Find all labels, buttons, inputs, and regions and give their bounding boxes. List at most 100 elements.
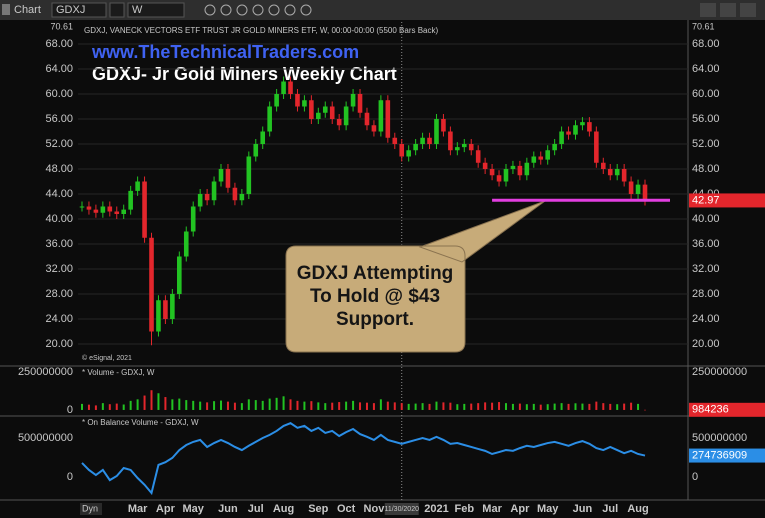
y-tick-label: 48.00: [45, 163, 73, 175]
window-button[interactable]: [700, 3, 716, 17]
volume-bar: [178, 398, 181, 410]
volume-bar: [372, 403, 375, 410]
y-tick-label: 250000000: [18, 366, 73, 378]
symbol[interactable]: GDXJ: [56, 4, 85, 16]
y-tick-label: 44.00: [45, 188, 73, 200]
candle-body: [475, 150, 481, 163]
volume-bar: [623, 403, 626, 410]
volume-bar: [567, 403, 570, 410]
y-tick-label-right: 48.00: [692, 163, 720, 175]
last-volume-tag: [689, 402, 765, 417]
interval-box[interactable]: [127, 2, 185, 18]
volume-bar: [143, 395, 146, 410]
x-tick-label: May: [537, 503, 559, 515]
settings-button[interactable]: [109, 2, 125, 18]
candle-body: [566, 131, 571, 135]
candle-body: [468, 144, 474, 151]
candle-body: [190, 206, 196, 232]
window-button[interactable]: [720, 3, 736, 17]
volume-bar: [560, 403, 563, 410]
chart-subtitle: www.TheTechnicalTraders.com: [91, 42, 359, 62]
app-name: Chart: [14, 4, 41, 16]
tool-icon[interactable]: [236, 4, 248, 16]
y-tick-label: 20.00: [45, 338, 73, 350]
tool-icon[interactable]: [284, 4, 296, 16]
y-tick-label-right: 64.00: [692, 63, 720, 75]
volume-bar: [81, 403, 83, 410]
candle-body: [246, 156, 252, 194]
candle-body: [156, 300, 161, 332]
obv-line: [81, 422, 646, 496]
volume-bar: [504, 403, 507, 410]
candle-body: [642, 184, 648, 201]
candle-body: [635, 184, 641, 194]
y-tick-label: 68.00: [45, 38, 73, 50]
volume-bar: [303, 401, 306, 410]
y-tick-label-right: 250000000: [692, 366, 747, 378]
credit: © eSignal, 2021: [82, 354, 132, 362]
x-tick-label: Aug: [627, 503, 648, 515]
x-tick-label: 11/30/2020: [384, 506, 419, 513]
candle-body: [343, 106, 349, 126]
tool-icon[interactable]: [220, 4, 232, 16]
tool-icon[interactable]: [204, 4, 216, 16]
volume-bar: [616, 404, 619, 410]
candle-body: [461, 144, 467, 148]
y-tick-label: 64.00: [45, 63, 73, 75]
candle-body: [392, 137, 398, 144]
volume-bar: [414, 403, 417, 410]
volume-bar: [261, 400, 264, 410]
window-button[interactable]: [740, 3, 756, 17]
chart-title: GDXJ- Jr Gold Miners Weekly Chart: [92, 64, 397, 84]
y-tick-label: 60.00: [45, 88, 73, 100]
volume-bar: [532, 403, 535, 410]
callout-box: [285, 200, 546, 353]
volume-bar: [108, 404, 111, 410]
candle-body: [170, 294, 175, 319]
volume-bar: [449, 402, 452, 410]
y-tick-label-right: 24.00: [692, 313, 720, 325]
candle-body: [232, 187, 238, 201]
volume-bar: [518, 403, 521, 410]
x-tick-label: Apr: [510, 503, 530, 515]
callout-text: GDXJ Attempting To Hold @ $43 Support.: [296, 263, 454, 330]
volume-bar: [164, 397, 167, 410]
candle-body: [496, 175, 502, 182]
tool-icon[interactable]: [252, 4, 264, 16]
candle-body: [482, 162, 488, 169]
app-icon: [2, 4, 10, 15]
candle-body: [107, 206, 113, 212]
symbol-box[interactable]: [51, 2, 107, 18]
y-tick-label-right: 60.00: [692, 88, 720, 100]
volume-bar: [345, 401, 348, 410]
x-tick-label: Jul: [602, 503, 618, 515]
dyn-button[interactable]: [80, 503, 102, 515]
volume-bar: [94, 405, 97, 410]
y-tick-label-right: 28.00: [692, 288, 720, 300]
candle-body: [413, 144, 418, 151]
candle-body: [594, 131, 599, 163]
candle-body: [197, 194, 203, 207]
tool-icon[interactable]: [300, 4, 312, 16]
volume-bar: [192, 400, 195, 410]
obv-title: * On Balance Volume - GDXJ, W: [82, 418, 199, 427]
interval[interactable]: W: [132, 4, 143, 16]
candle-body: [211, 181, 217, 201]
volume-bar: [400, 403, 403, 410]
volume-bar: [435, 401, 438, 410]
volume-bar: [609, 403, 612, 410]
candle-body: [357, 94, 363, 113]
y-tick-label: 36.00: [45, 238, 73, 250]
candle-body: [336, 119, 342, 126]
tool-icon[interactable]: [268, 4, 280, 16]
volume-bar: [442, 402, 445, 410]
candle-body: [93, 209, 99, 213]
candle-body: [399, 144, 405, 157]
candle-body: [329, 106, 335, 119]
dyn-label[interactable]: Dyn: [82, 503, 98, 513]
candle-body: [86, 206, 92, 210]
x-tick-label: Jul: [248, 503, 264, 515]
candle-body: [114, 211, 120, 214]
x-tick-label: Feb: [455, 503, 475, 515]
